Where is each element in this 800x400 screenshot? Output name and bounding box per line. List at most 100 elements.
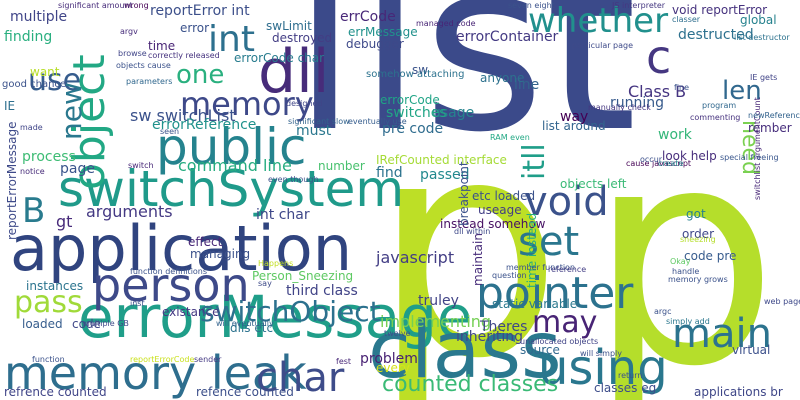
word-may: may bbox=[532, 305, 598, 340]
word-error: error bbox=[180, 21, 210, 35]
word-seven-eight: seven eight bbox=[508, 1, 555, 10]
word-managing: managing bbox=[190, 247, 251, 261]
word-return: return bbox=[618, 371, 643, 380]
word-instead-somehow: instead somehow bbox=[440, 217, 546, 231]
word-switches: switches bbox=[386, 105, 447, 121]
word-find: find bbox=[376, 165, 403, 181]
word-pre-code: pre code bbox=[382, 121, 444, 137]
word-RAM-even: RAM even bbox=[490, 133, 530, 142]
word-switchObject: switchObject bbox=[200, 295, 381, 328]
word-virtual: virtual bbox=[732, 343, 771, 357]
word-multiple-GB: multiple GB bbox=[82, 319, 129, 328]
word-argc: argc bbox=[654, 307, 672, 316]
word-Happens: Happens bbox=[258, 259, 294, 268]
word-source: source bbox=[520, 343, 560, 357]
word-using: using bbox=[538, 340, 668, 396]
word-memory: memory bbox=[180, 85, 314, 123]
word-sw: sw bbox=[412, 63, 429, 77]
word-one: one bbox=[176, 60, 225, 90]
word-javascript: javascript bbox=[376, 248, 455, 267]
word-destructed: destructed bbox=[678, 27, 754, 43]
word-errorContainer: errorContainer bbox=[456, 29, 559, 45]
word-person: person bbox=[92, 258, 250, 312]
word-significant-slow: significant slow bbox=[288, 117, 350, 126]
word-command-line: command line bbox=[178, 156, 292, 175]
word-debugger: debugger bbox=[346, 37, 404, 51]
word-pointer: pointer bbox=[476, 268, 634, 319]
word-dll-within: dll within bbox=[454, 227, 491, 236]
word-designed: designed bbox=[286, 99, 323, 108]
word-code-pre: code pre bbox=[684, 249, 737, 263]
word-application: application bbox=[10, 212, 352, 285]
word-reportErrorMessage: reportErrorMessage bbox=[5, 121, 19, 241]
word-will-simply: will simply bbox=[580, 349, 622, 358]
word-IRefCounted-interface: IRefCounted interface bbox=[376, 153, 507, 167]
word-errorCode-char: errorCode char bbox=[234, 51, 325, 65]
word-Person-Sneezing: Person_Sneezing bbox=[252, 269, 354, 283]
word-global: global bbox=[740, 13, 777, 27]
word-p: p bbox=[372, 75, 563, 400]
word-errCode: errCode bbox=[340, 9, 396, 25]
word-pass: pass bbox=[14, 285, 83, 320]
word-char: char bbox=[256, 355, 345, 400]
word-whether: whether bbox=[528, 1, 669, 41]
word-page: page bbox=[60, 161, 95, 177]
word-process: process bbox=[22, 149, 76, 165]
word-create: create bbox=[658, 159, 684, 168]
word-look-help: look help bbox=[662, 149, 717, 163]
word-list-destructor: list destructor bbox=[734, 33, 790, 42]
word-order: order bbox=[682, 227, 714, 241]
word-loaded: loaded bbox=[22, 317, 63, 331]
word-errorReference: errorReference bbox=[152, 117, 257, 133]
word-int: int bbox=[208, 19, 255, 60]
word-third-class: third class bbox=[286, 283, 358, 299]
word-objects-left: objects left bbox=[560, 177, 627, 191]
word-running: running bbox=[610, 95, 665, 111]
word-member-function: member function bbox=[506, 263, 576, 272]
word-rember: rember bbox=[748, 121, 792, 135]
word-errorMessage: errorMessage bbox=[78, 283, 473, 351]
word-number: number bbox=[318, 159, 365, 173]
word-fest: fest bbox=[336, 357, 352, 366]
word-reportError-int: reportError int bbox=[150, 3, 250, 19]
word-switch: switch bbox=[128, 161, 154, 170]
word-memory-grows: memory grows bbox=[668, 275, 728, 284]
word-c: c bbox=[646, 30, 672, 84]
word-truley: truley bbox=[418, 293, 459, 309]
word-cause-javascript: cause javascript bbox=[626, 159, 692, 168]
word-notice: notice bbox=[20, 167, 45, 176]
word-p-2: p bbox=[588, 83, 779, 400]
word-errMessage: errMessage bbox=[348, 25, 418, 39]
word-correctly-released: correctly released bbox=[148, 51, 220, 60]
word-objects-cause: objects cause bbox=[116, 61, 171, 70]
word-anyone: anyone bbox=[480, 71, 525, 85]
word-refence-counted: refence counted bbox=[196, 385, 294, 399]
word-int-char: int char bbox=[256, 207, 310, 223]
word-commenting: commenting bbox=[690, 113, 741, 122]
word-arguments: arguments bbox=[86, 202, 173, 221]
word-list: list bbox=[292, 0, 638, 184]
word-JS-interpreter: JS interpreter bbox=[612, 1, 666, 10]
word-main: main bbox=[672, 311, 772, 357]
word-somehow-attaching: somehow attaching bbox=[366, 69, 465, 80]
word-dlls-etc: dlls etc bbox=[230, 321, 274, 335]
word-list-around: list around bbox=[542, 119, 606, 133]
word-work: work bbox=[658, 127, 692, 143]
word-len: len bbox=[722, 76, 762, 106]
word-problem: problem bbox=[360, 351, 418, 367]
word-way: way bbox=[560, 109, 589, 125]
word-sw-switchList: sw switchList bbox=[130, 106, 236, 125]
word-passed: passed bbox=[420, 167, 470, 183]
word-simply-add: simply add bbox=[666, 317, 710, 326]
word-maintain: maintain bbox=[471, 233, 485, 286]
word-existance: existance bbox=[162, 305, 220, 319]
word-time: time bbox=[148, 39, 176, 53]
word-eventually-use: eventually use bbox=[348, 117, 407, 126]
word-even-though: even though bbox=[268, 175, 319, 184]
word-sneezing: sneezing bbox=[680, 235, 716, 244]
word-IE: IE bbox=[4, 99, 16, 113]
word-argv: argv bbox=[120, 27, 138, 36]
word-inst: inst bbox=[130, 299, 145, 308]
word-managed-code: managed code bbox=[416, 19, 476, 28]
